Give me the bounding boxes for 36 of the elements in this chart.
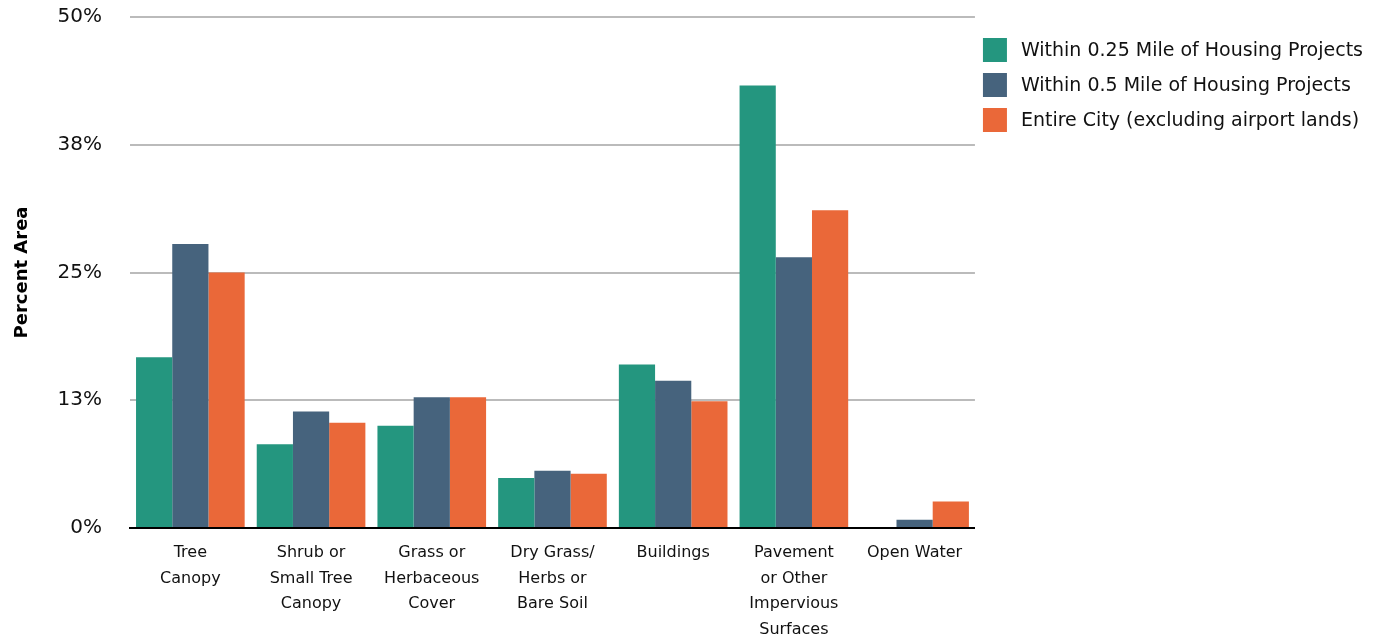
bar [172, 243, 209, 527]
bar [570, 473, 607, 527]
x-tick-label: Tree Canopy [160, 541, 221, 587]
x-tick-label: Shrub or Small Tree Canopy [269, 541, 353, 613]
x-tick-label: Open Water [867, 541, 963, 561]
y-tick-label: 0% [70, 514, 102, 539]
y-tick-label: 38% [57, 130, 102, 155]
y-tick-label: 50% [57, 3, 102, 28]
bar [534, 470, 571, 527]
x-tick-label: Buildings [636, 541, 710, 561]
bar [691, 401, 728, 527]
bar [775, 257, 812, 527]
bar [739, 85, 776, 527]
bar [896, 519, 933, 527]
bar [256, 444, 293, 527]
y-axis-title: Percent Area [10, 206, 32, 339]
x-tick-label: Grass or Herbaceous Cover [384, 541, 480, 613]
legend-label: Within 0.5 Mile of Housing Projects [1020, 72, 1351, 95]
bar [932, 501, 969, 527]
bar [292, 411, 330, 527]
legend-label: Within 0.25 Mile of Housing Projects [1020, 37, 1364, 60]
bar [136, 357, 173, 527]
bar [655, 380, 692, 527]
bar [329, 422, 366, 527]
bar [377, 425, 414, 527]
bar [413, 397, 450, 527]
legend-label: Entire City (excluding airport lands) [1020, 107, 1360, 130]
bar [498, 477, 535, 527]
bar [811, 210, 849, 527]
y-tick-label: 13% [57, 386, 102, 411]
bar [449, 397, 487, 527]
x-tick-label: Dry Grass/ Herbs or Bare Soil [510, 541, 596, 613]
y-tick-label: 25% [57, 258, 102, 283]
bar [618, 364, 656, 527]
x-tick-label: Pavement or Other Impervious Surfaces [749, 541, 839, 638]
bar [208, 272, 245, 527]
